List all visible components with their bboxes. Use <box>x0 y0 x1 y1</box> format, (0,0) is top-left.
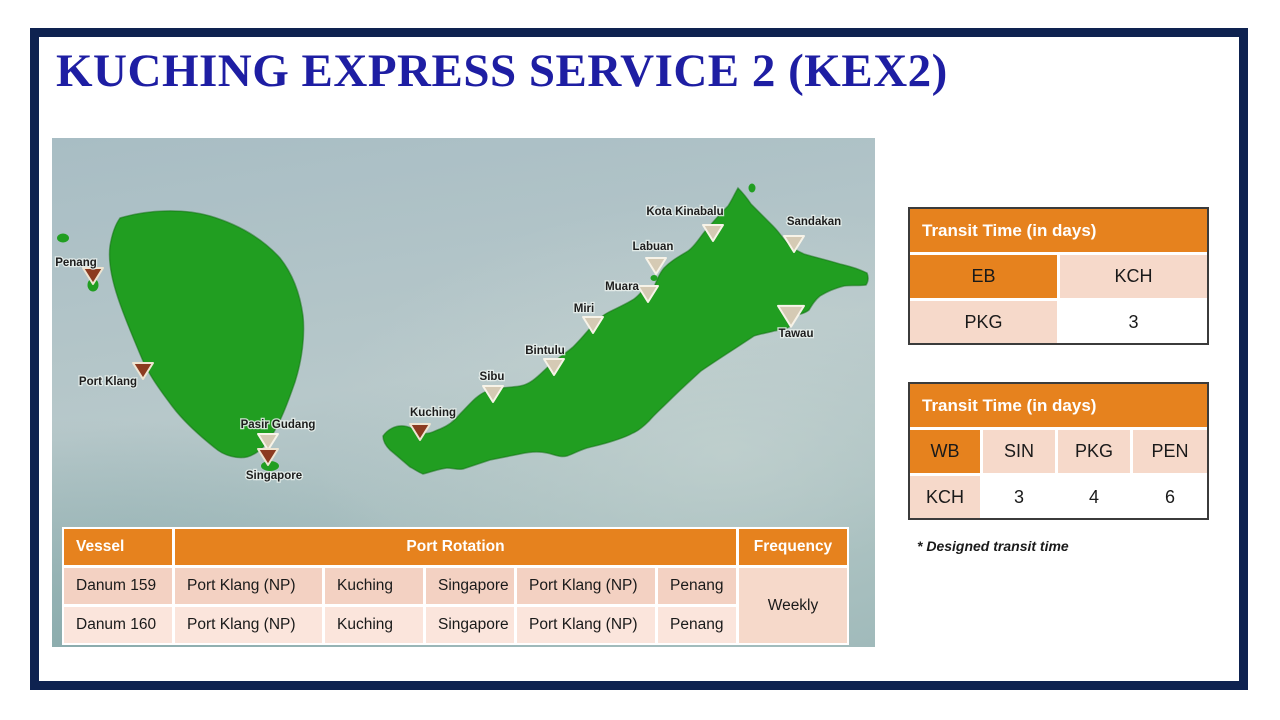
port-marker-muara <box>637 285 659 303</box>
port-marker-penang <box>82 267 104 285</box>
langkawi-island <box>57 233 69 243</box>
port-label-sibu: Sibu <box>480 371 505 383</box>
port-label-kota-kinabalu: Kota Kinabalu <box>646 206 723 218</box>
rotation-cell: Port Klang (NP) <box>175 607 322 643</box>
frequency-header-cell: Frequency <box>739 529 847 565</box>
transit-table-title: Transit Time (in days) <box>910 209 1207 252</box>
port-label-sandakan: Sandakan <box>787 216 841 228</box>
singapore-island <box>261 461 279 471</box>
transit-days-cell: 3 <box>983 476 1055 518</box>
rotation-cell: Kuching <box>325 568 423 604</box>
port-marker-sibu <box>482 385 504 403</box>
rotation-cell: Port Klang (NP) <box>517 568 655 604</box>
designed-transit-time-note: * Designed transit time <box>917 538 1069 554</box>
origin-cell: PKG <box>910 301 1057 343</box>
direction-cell-wb: WB <box>910 430 980 473</box>
transit-days-cell: 3 <box>1060 301 1207 343</box>
port-marker-labuan <box>645 257 667 275</box>
peninsular-malaysia-land <box>108 210 305 459</box>
vessel-name-cell: Danum 160 <box>64 607 172 643</box>
transit-table-title: Transit Time (in days) <box>910 384 1207 427</box>
port-marker-kuching <box>409 423 431 441</box>
borneo-land <box>382 186 869 475</box>
port-marker-bintulu <box>543 358 565 376</box>
port-label-penang: Penang <box>55 257 97 269</box>
transit-time-table-eastbound: Transit Time (in days) EB KCH PKG 3 <box>908 207 1209 345</box>
port-markers-layer: Penang Port Klang Pasir Gudang Singapore Kuc… <box>54 205 842 484</box>
transit-days-cell: 6 <box>1133 476 1207 518</box>
labuan-island <box>650 275 658 281</box>
rotation-cell: Port Klang (NP) <box>175 568 322 604</box>
rotation-cell: Kuching <box>325 607 423 643</box>
vessel-header-cell: Vessel <box>64 529 172 565</box>
direction-cell-eb: EB <box>910 255 1057 298</box>
frequency-value-cell: Weekly <box>739 568 847 643</box>
port-marker-miri <box>582 316 604 334</box>
penang-island <box>87 278 99 292</box>
destination-header-cell: KCH <box>1060 255 1207 298</box>
port-marker-pasir-gudang <box>257 433 279 451</box>
port-label-tawau: Tawau <box>779 328 814 340</box>
port-label-pasir-gudang: Pasir Gudang <box>241 419 316 431</box>
transit-days-cell: 4 <box>1058 476 1130 518</box>
rotation-cell: Penang <box>658 568 736 604</box>
port-label-bintulu: Bintulu <box>525 345 565 357</box>
port-label-muara: Muara <box>605 281 639 293</box>
destination-header-cell: PKG <box>1058 430 1130 473</box>
rotation-cell: Port Klang (NP) <box>517 607 655 643</box>
transit-time-table-westbound: Transit Time (in days) WB SIN PKG PEN KC… <box>908 382 1209 520</box>
port-label-port-klang: Port Klang <box>79 376 137 388</box>
port-marker-singapore <box>257 448 279 466</box>
origin-cell: KCH <box>910 476 980 518</box>
port-label-singapore: Singapore <box>246 470 302 482</box>
port-marker-sandakan <box>783 235 805 253</box>
destination-header-cell: SIN <box>983 430 1055 473</box>
rotation-cell: Singapore <box>426 607 514 643</box>
north-sabah-islet <box>748 183 756 193</box>
port-label-miri: Miri <box>574 303 594 315</box>
port-rotation-header-cell: Port Rotation <box>175 529 736 565</box>
port-label-kuching: Kuching <box>410 407 456 419</box>
destination-header-cell: PEN <box>1133 430 1207 473</box>
vessel-rotation-table: Vessel Port Rotation Frequency Danum 159… <box>62 527 849 645</box>
page-title: KUCHING EXPRESS SERVICE 2 (KEX2) <box>56 45 948 97</box>
vessel-name-cell: Danum 159 <box>64 568 172 604</box>
rotation-cell: Singapore <box>426 568 514 604</box>
port-marker-port-klang <box>132 362 154 380</box>
port-marker-tawau <box>777 304 805 328</box>
port-marker-kota-kinabalu <box>702 224 724 242</box>
port-label-labuan: Labuan <box>633 241 674 253</box>
rotation-cell: Penang <box>658 607 736 643</box>
